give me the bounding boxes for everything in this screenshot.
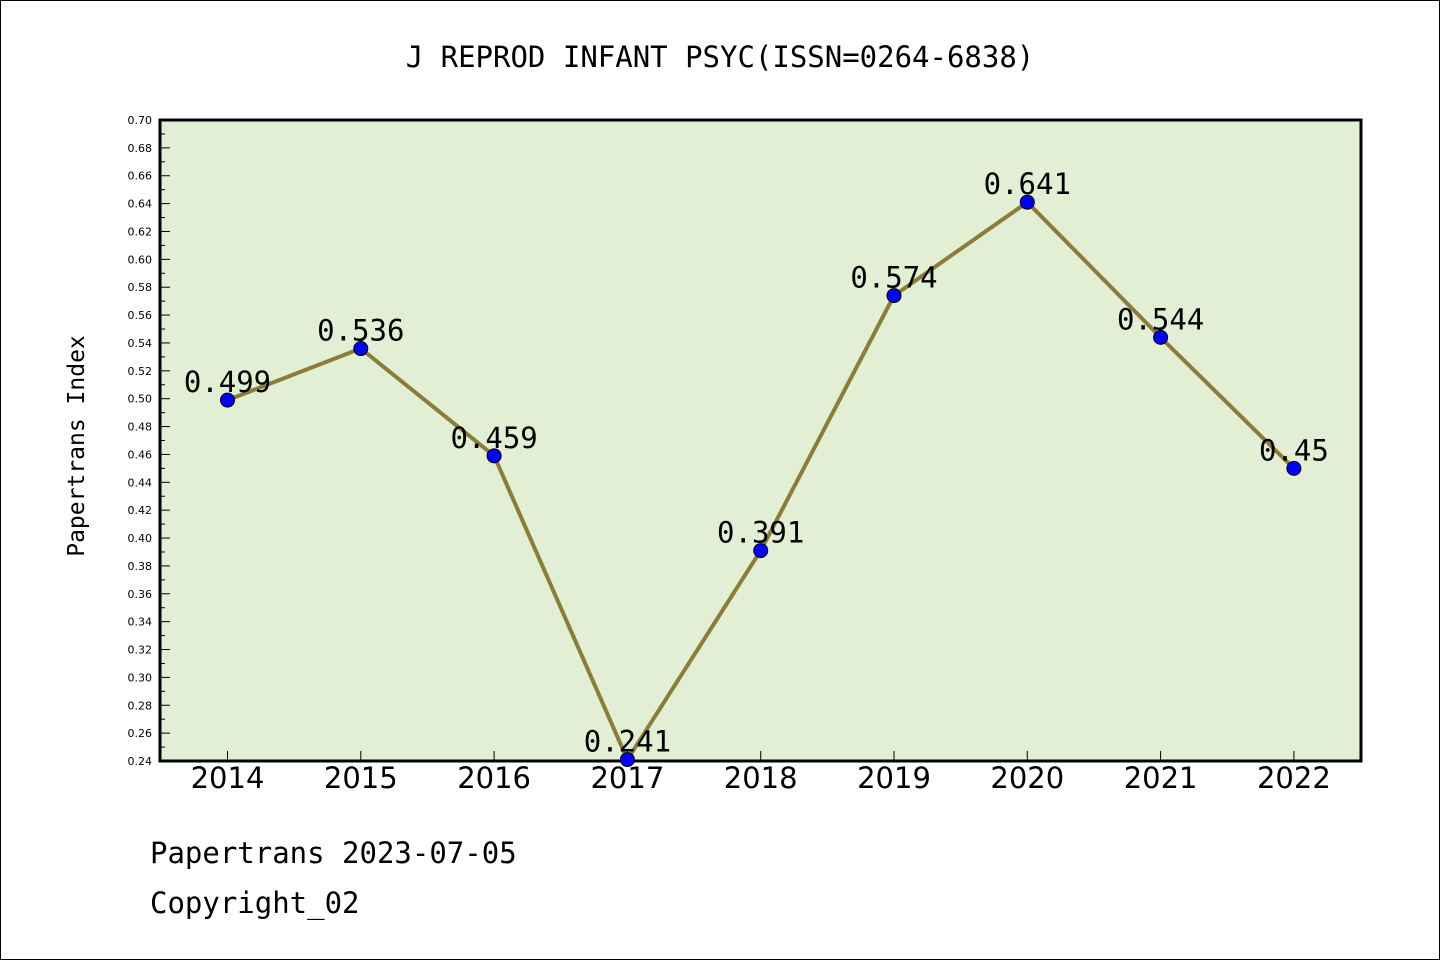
x-tick-label: 2016 [457, 761, 531, 795]
y-tick-label: 0.50 [128, 393, 153, 406]
footer-date: Papertrans 2023-07-05 [150, 836, 517, 870]
data-label: 0.536 [317, 314, 404, 348]
y-tick-label: 0.58 [128, 281, 153, 294]
x-tick-label: 2014 [191, 761, 265, 795]
y-axis-ticks: 0.24 0.26 0.28 0.30 0.32 0.34 0.36 0.38 0.40 0.42… [128, 114, 170, 768]
footer-copyright: Copyright_02 [150, 886, 360, 920]
y-tick-label: 0.46 [128, 448, 153, 461]
data-point [220, 392, 235, 408]
data-markers [220, 194, 1302, 768]
x-tick-label: 2015 [324, 761, 398, 795]
data-label: 0.574 [850, 261, 937, 295]
y-tick-label: 0.32 [128, 644, 153, 657]
y-tick-label: 0.34 [128, 616, 153, 629]
plot-area [158, 118, 1363, 763]
x-tick-label: 2020 [990, 761, 1064, 795]
y-tick-label: 0.60 [128, 253, 153, 266]
x-tick-label: 2022 [1257, 761, 1331, 795]
data-label: 0.499 [184, 365, 271, 399]
data-point [486, 448, 502, 464]
y-tick-label: 0.42 [128, 504, 153, 517]
y-tick-label: 0.56 [128, 309, 153, 322]
chart-title: J REPROD INFANT PSYC(ISSN=0264-6838) [406, 40, 1035, 74]
y-tick-label: 0.36 [128, 588, 153, 601]
y-axis-label: Papertrans Index [64, 335, 90, 557]
y-tick-label: 0.62 [128, 225, 153, 238]
data-label: 0.641 [984, 167, 1071, 201]
y-tick-label: 0.52 [128, 365, 153, 378]
data-point [1153, 329, 1169, 345]
y-tick-label: 0.64 [128, 198, 153, 211]
data-point [1019, 194, 1035, 210]
y-tick-label: 0.38 [128, 560, 153, 573]
data-point [886, 288, 902, 304]
data-labels: 0.499 0.536 0.459 0.241 0.391 0.574 0.641 0.544… [184, 167, 1329, 758]
data-label: 0.459 [450, 421, 537, 455]
x-axis-ticks: 2014 2015 2016 2017 2018 2019 2020 2021 2022 [191, 751, 1331, 795]
x-tick-label: 2018 [724, 761, 798, 795]
data-point [753, 543, 769, 559]
y-tick-label: 0.30 [128, 671, 153, 684]
x-tick-label: 2021 [1124, 761, 1198, 795]
y-tick-label: 0.40 [128, 532, 153, 545]
y-tick-label: 0.70 [128, 114, 153, 127]
y-tick-label: 0.44 [128, 476, 153, 489]
data-label: 0.45 [1259, 433, 1329, 467]
y-tick-label: 0.24 [128, 755, 153, 768]
y-tick-label: 0.54 [128, 337, 153, 350]
data-label: 0.544 [1117, 302, 1204, 336]
data-point [353, 341, 369, 357]
y-tick-label: 0.68 [128, 142, 153, 155]
x-tick-label: 2019 [857, 761, 931, 795]
data-label: 0.391 [717, 516, 804, 550]
y-tick-label: 0.66 [128, 170, 153, 183]
data-point [1286, 460, 1302, 476]
y-tick-label: 0.26 [128, 727, 153, 740]
y-tick-label: 0.28 [128, 699, 153, 712]
data-label: 0.241 [584, 725, 671, 759]
y-tick-label: 0.48 [128, 421, 153, 434]
data-point [619, 752, 635, 768]
